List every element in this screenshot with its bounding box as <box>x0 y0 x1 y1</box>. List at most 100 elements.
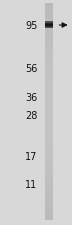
Bar <box>45 101 53 104</box>
Bar <box>45 99 53 102</box>
Bar <box>45 158 53 160</box>
Bar <box>45 71 53 74</box>
Bar <box>45 134 53 136</box>
Bar <box>45 183 53 186</box>
Bar <box>45 119 53 121</box>
Bar <box>45 175 53 177</box>
Bar <box>45 90 53 93</box>
Bar <box>45 127 53 130</box>
Bar <box>45 32 53 35</box>
Bar <box>45 54 53 56</box>
Bar <box>45 149 53 151</box>
Bar <box>45 22 53 23</box>
Bar <box>45 65 53 67</box>
Bar <box>45 34 53 37</box>
Bar <box>45 84 53 87</box>
Bar <box>45 142 53 145</box>
Bar <box>45 26 53 27</box>
Bar <box>45 216 53 218</box>
Bar <box>45 155 53 158</box>
Bar <box>45 25 53 26</box>
Bar <box>45 36 53 39</box>
Bar <box>45 207 53 210</box>
Bar <box>45 86 53 89</box>
Bar <box>45 75 53 78</box>
Bar <box>45 62 53 65</box>
Bar <box>45 28 53 29</box>
Bar <box>45 8 53 11</box>
Bar <box>45 73 53 76</box>
Bar <box>45 144 53 147</box>
Bar <box>45 196 53 199</box>
Bar <box>45 6 53 9</box>
Bar <box>45 43 53 45</box>
Bar <box>45 181 53 184</box>
Bar <box>45 21 53 24</box>
Bar <box>45 201 53 203</box>
Bar <box>45 112 53 115</box>
Bar <box>45 162 53 164</box>
Bar <box>45 19 53 22</box>
Bar <box>45 136 53 138</box>
Bar <box>45 104 53 106</box>
Bar <box>45 218 53 220</box>
Bar <box>45 214 53 216</box>
Text: 11: 11 <box>25 180 37 189</box>
Bar <box>45 205 53 207</box>
Bar <box>45 151 53 153</box>
Bar <box>45 138 53 141</box>
Bar <box>45 209 53 212</box>
Bar <box>45 47 53 50</box>
Bar <box>45 27 53 28</box>
Bar <box>45 22 53 23</box>
Bar <box>45 116 53 119</box>
Bar <box>45 11 53 13</box>
Bar <box>45 160 53 162</box>
Bar <box>45 203 53 205</box>
Bar <box>45 190 53 192</box>
Bar <box>45 67 53 69</box>
Bar <box>45 50 53 52</box>
Bar <box>45 17 53 20</box>
Bar <box>45 198 53 201</box>
Text: 56: 56 <box>25 64 37 74</box>
Bar <box>45 80 53 82</box>
Bar <box>45 108 53 110</box>
Bar <box>45 26 53 28</box>
Bar <box>45 52 53 54</box>
Bar <box>45 24 53 25</box>
Bar <box>45 27 53 28</box>
Bar <box>45 23 53 24</box>
Bar <box>45 168 53 171</box>
Text: 28: 28 <box>25 111 37 121</box>
Text: 36: 36 <box>25 93 37 103</box>
Bar <box>45 110 53 112</box>
Bar <box>45 131 53 134</box>
Text: 17: 17 <box>25 151 37 161</box>
Bar <box>45 97 53 99</box>
Bar <box>45 173 53 175</box>
Bar <box>45 88 53 91</box>
Bar <box>45 121 53 123</box>
Bar <box>45 58 53 61</box>
Bar <box>45 69 53 72</box>
Bar <box>45 125 53 128</box>
Bar <box>45 4 53 7</box>
Bar <box>45 56 53 58</box>
Bar <box>45 25 53 26</box>
Bar <box>45 185 53 188</box>
Bar <box>45 26 53 27</box>
Bar <box>45 153 53 156</box>
Bar <box>45 28 53 29</box>
Bar <box>45 129 53 132</box>
Bar <box>45 212 53 214</box>
Bar <box>45 41 53 43</box>
Bar <box>45 60 53 63</box>
Bar <box>45 23 53 24</box>
Bar <box>45 123 53 126</box>
Bar <box>45 194 53 197</box>
Bar <box>45 24 53 25</box>
Bar <box>45 188 53 190</box>
Bar <box>45 164 53 166</box>
Bar <box>45 192 53 195</box>
